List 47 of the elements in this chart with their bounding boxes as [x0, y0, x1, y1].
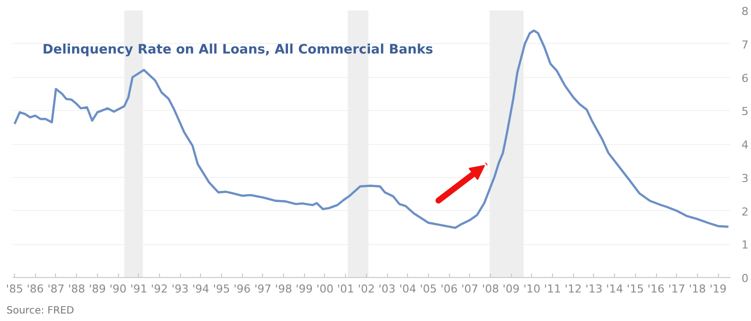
x-tick-label: '18: [688, 282, 706, 296]
x-tick-label: '10: [523, 282, 540, 296]
x-tick-label: '98: [275, 282, 292, 296]
y-tick-label: 6: [742, 72, 748, 85]
y-tick-label: 8: [742, 5, 748, 18]
y-tick-label: 2: [742, 205, 748, 218]
y-tick-label: 1: [742, 238, 748, 252]
x-tick-label: '15: [626, 282, 644, 296]
x-tick-label: '97: [254, 282, 272, 296]
x-tick-label: '09: [502, 282, 520, 296]
x-tick-label: '06: [440, 282, 458, 296]
x-tick-label: '19: [710, 282, 727, 296]
x-tick-label: '12: [564, 282, 582, 296]
x-tick-label: '87: [47, 282, 64, 296]
x-tick-label: '00: [316, 282, 334, 296]
line-series: [13, 29, 730, 229]
x-tick-label: '02: [358, 282, 375, 296]
text: Delinquency Rate on All Loans, All Commercial Banks: [42, 42, 434, 58]
x-tick-label: '95: [212, 282, 230, 296]
x-tick-label: '14: [606, 282, 624, 296]
x-tick-label: '13: [585, 282, 602, 296]
x-tick-label: '99: [296, 282, 313, 296]
x-tick-label: '08: [482, 282, 499, 296]
x-tick-label: '93: [172, 282, 189, 296]
x-tick-label: '96: [234, 282, 251, 296]
x-tick-label: '05: [420, 282, 437, 296]
x-tick-label: '07: [461, 282, 478, 296]
x-tick-label: '89: [88, 282, 106, 296]
x-tick-label: '16: [648, 282, 665, 296]
y-tick-label: 3: [742, 172, 748, 185]
x-tick-label: '88: [68, 282, 86, 296]
x-tick-label: '92: [150, 282, 168, 296]
x-tick-label: '01: [337, 282, 354, 296]
x-tick-label: '17: [668, 282, 686, 296]
source-note: Source: FRED: [6, 306, 74, 316]
x-tick-label: '11: [544, 282, 562, 296]
x-tick-label: '04: [399, 282, 416, 296]
x-tick-label: '94: [192, 282, 210, 296]
y-tick-label: 0: [742, 272, 748, 285]
x-tick-label: '03: [378, 282, 396, 296]
y-tick-label: 4: [742, 138, 748, 152]
x-tick-label: '86: [26, 282, 44, 296]
y-tick-label: 5: [742, 105, 748, 118]
x-tick-label: '85: [6, 282, 24, 296]
x-tick-label: '90: [110, 282, 127, 296]
x-tick-label: '91: [130, 282, 148, 296]
y-tick-label: 7: [742, 38, 748, 52]
